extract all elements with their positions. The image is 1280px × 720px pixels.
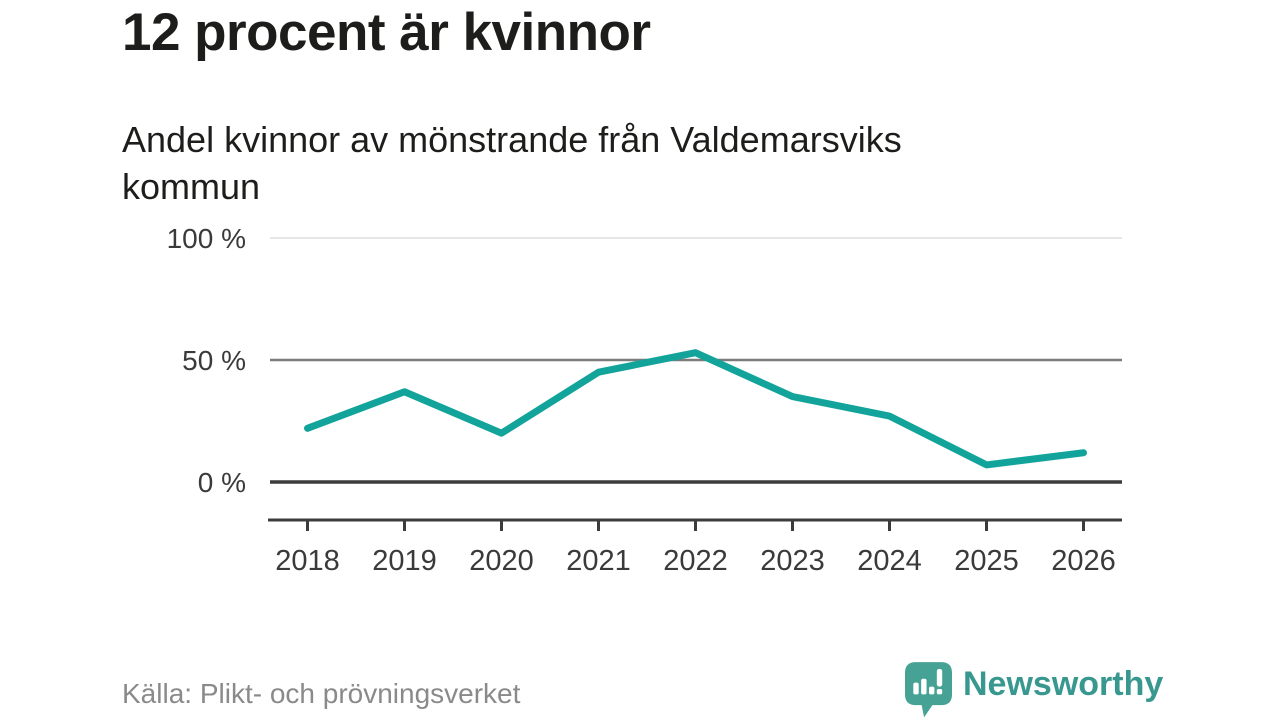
x-axis-label: 2023 — [760, 545, 825, 577]
speech-bubble-shape — [905, 662, 952, 718]
data-line — [304, 349, 1087, 469]
bar-3 — [928, 686, 935, 695]
newsworthy-logo: Newsworthy — [905, 662, 1163, 718]
x-axis-label: 2018 — [275, 545, 340, 577]
x-axis-label: 2019 — [372, 545, 437, 577]
y-axis-label: 50 % — [182, 345, 246, 376]
chart-subtitle: Andel kvinnor av mönstrande från Valdema… — [122, 119, 902, 207]
y-axis-label: 0 % — [198, 467, 246, 498]
line-chart: 0 % 50 % 100 % 2018 2019 2020 2021 2022 2023 2024… — [167, 223, 1122, 577]
exclamation-dot — [936, 689, 943, 695]
page-title: 12 procent är kvinnor — [122, 3, 651, 62]
x-axis-label: 2024 — [857, 545, 922, 577]
x-axis-label: 2020 — [469, 545, 534, 577]
exclamation-bar — [936, 668, 943, 687]
source-note: Källa: Plikt- och prövningsverket — [122, 678, 521, 709]
x-axis-label: 2021 — [566, 545, 631, 577]
bar-1 — [913, 682, 919, 695]
bar-chart-speech-bubble-icon — [905, 662, 952, 718]
brand-name: Newsworthy — [963, 665, 1164, 703]
bar-2 — [921, 678, 927, 695]
x-axis-label: 2025 — [954, 545, 1019, 577]
x-axis-label: 2026 — [1051, 545, 1116, 577]
y-axis-label: 100 % — [167, 223, 246, 254]
x-axis-label: 2022 — [663, 545, 728, 577]
